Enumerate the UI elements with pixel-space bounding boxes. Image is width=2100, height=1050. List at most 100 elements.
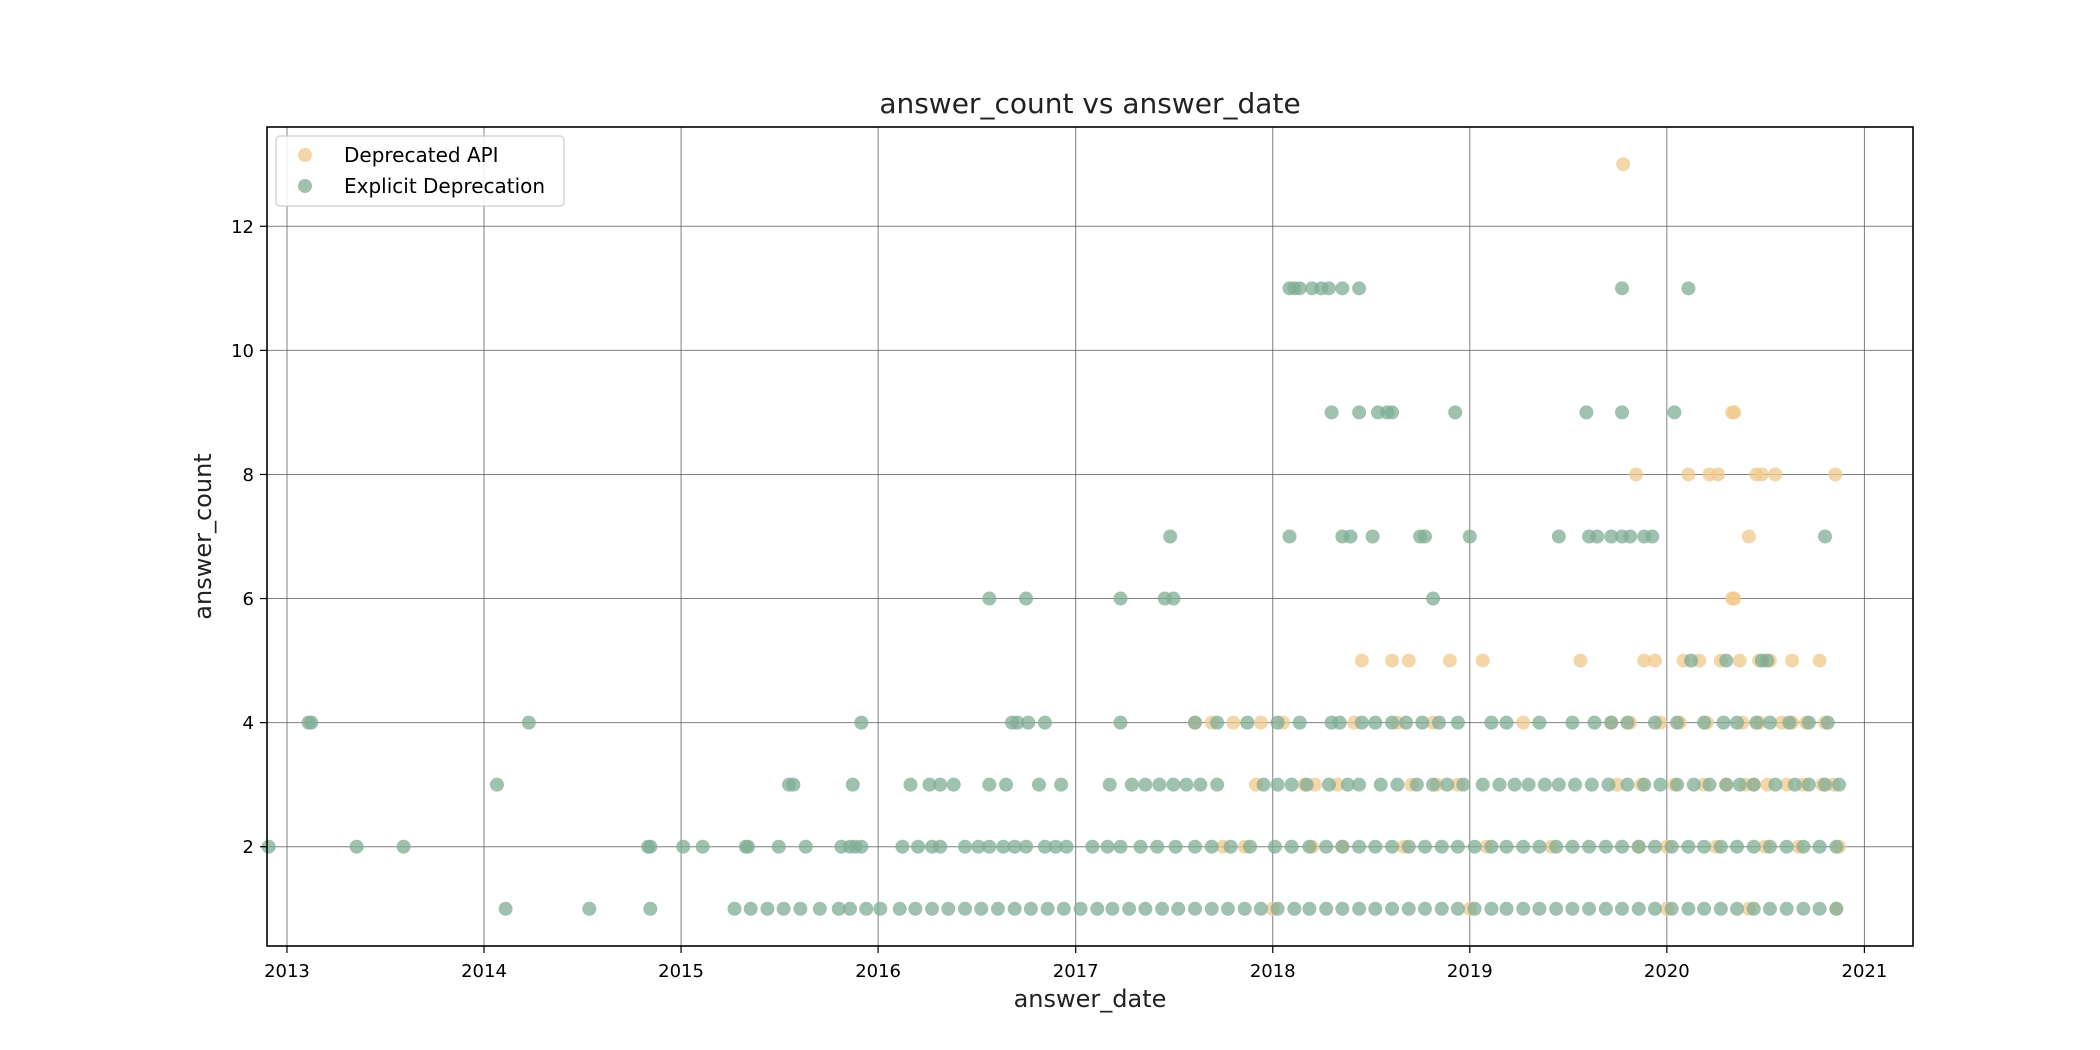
data-point bbox=[1568, 777, 1583, 792]
data-point bbox=[582, 901, 597, 916]
x-tick-label: 2019 bbox=[1447, 961, 1493, 982]
data-point bbox=[1037, 839, 1052, 854]
data-point bbox=[1573, 653, 1588, 668]
data-point bbox=[1352, 281, 1367, 296]
data-point bbox=[1155, 901, 1170, 916]
data-point bbox=[1475, 653, 1490, 668]
data-point bbox=[1223, 839, 1238, 854]
data-point bbox=[1604, 529, 1619, 544]
data-point bbox=[1587, 715, 1602, 730]
data-point bbox=[1321, 281, 1336, 296]
data-point bbox=[1267, 839, 1282, 854]
data-point bbox=[1484, 715, 1499, 730]
data-point bbox=[1647, 653, 1662, 668]
data-point bbox=[1670, 715, 1685, 730]
chart-title: answer_count vs answer_date bbox=[879, 87, 1300, 120]
data-point bbox=[1732, 653, 1747, 668]
data-point bbox=[1801, 777, 1816, 792]
data-point bbox=[1390, 777, 1405, 792]
data-point bbox=[1664, 839, 1679, 854]
data-point bbox=[1565, 901, 1580, 916]
data-point bbox=[786, 777, 801, 792]
grid-lines bbox=[267, 127, 1913, 946]
data-point bbox=[1220, 901, 1235, 916]
data-point bbox=[1645, 529, 1660, 544]
data-point bbox=[1681, 467, 1696, 482]
data-point bbox=[1373, 777, 1388, 792]
data-point bbox=[1768, 777, 1783, 792]
data-point bbox=[946, 777, 961, 792]
data-point bbox=[1335, 281, 1350, 296]
data-point bbox=[1779, 901, 1794, 916]
data-point bbox=[1516, 901, 1531, 916]
data-point bbox=[1582, 839, 1597, 854]
data-point bbox=[1105, 901, 1120, 916]
data-point bbox=[498, 901, 513, 916]
data-point bbox=[1113, 591, 1128, 606]
data-point bbox=[1631, 901, 1646, 916]
data-point bbox=[1732, 777, 1747, 792]
data-point bbox=[1168, 839, 1183, 854]
data-point bbox=[1631, 839, 1646, 854]
plot-frame bbox=[266, 126, 1914, 947]
data-point bbox=[1284, 777, 1299, 792]
data-point bbox=[1204, 839, 1219, 854]
data-point bbox=[1138, 777, 1153, 792]
data-point bbox=[1401, 839, 1416, 854]
data-point bbox=[771, 839, 786, 854]
data-point bbox=[643, 839, 658, 854]
legend-marker-deprecated-api bbox=[298, 148, 312, 162]
data-point bbox=[1319, 901, 1334, 916]
data-point bbox=[812, 901, 827, 916]
data-point bbox=[1256, 777, 1271, 792]
data-point bbox=[958, 839, 973, 854]
data-point bbox=[1768, 467, 1783, 482]
data-point bbox=[1746, 901, 1761, 916]
legend-label-deprecated-api: Deprecated API bbox=[344, 143, 499, 167]
data-point bbox=[1040, 901, 1055, 916]
legend-label-explicit-deprecation: Explicit Deprecation bbox=[344, 174, 545, 198]
data-point bbox=[1686, 777, 1701, 792]
data-point bbox=[1193, 777, 1208, 792]
data-point bbox=[1647, 715, 1662, 730]
data-point bbox=[1031, 777, 1046, 792]
legend: Deprecated API Explicit Deprecation bbox=[275, 135, 565, 207]
data-point bbox=[1090, 901, 1105, 916]
data-point bbox=[1719, 653, 1734, 668]
data-point bbox=[1409, 777, 1424, 792]
data-point bbox=[1368, 839, 1383, 854]
data-point bbox=[1122, 901, 1137, 916]
data-point bbox=[1812, 901, 1827, 916]
data-point bbox=[854, 715, 869, 730]
y-tick-label: 4 bbox=[243, 713, 254, 734]
data-point bbox=[1188, 839, 1203, 854]
data-point bbox=[1467, 901, 1482, 916]
data-point bbox=[1551, 777, 1566, 792]
data-point bbox=[996, 839, 1011, 854]
data-point bbox=[1746, 839, 1761, 854]
data-point bbox=[1385, 901, 1400, 916]
data-point bbox=[1615, 405, 1630, 420]
x-tick-label: 2015 bbox=[658, 961, 704, 982]
data-point bbox=[845, 777, 860, 792]
y-tick-label: 6 bbox=[243, 589, 254, 610]
data-point bbox=[1484, 901, 1499, 916]
data-point bbox=[1637, 777, 1652, 792]
data-point bbox=[1179, 777, 1194, 792]
data-point bbox=[1637, 653, 1652, 668]
data-point bbox=[1615, 281, 1630, 296]
data-point bbox=[1417, 839, 1432, 854]
data-point bbox=[1604, 715, 1619, 730]
data-point bbox=[1616, 157, 1631, 172]
data-point bbox=[1818, 777, 1833, 792]
data-point bbox=[1779, 839, 1794, 854]
data-point bbox=[1166, 591, 1181, 606]
data-point bbox=[1647, 839, 1662, 854]
data-point bbox=[1282, 529, 1297, 544]
data-point bbox=[1113, 715, 1128, 730]
data-point bbox=[1340, 777, 1355, 792]
data-point bbox=[1138, 901, 1153, 916]
data-point bbox=[1021, 715, 1036, 730]
data-point bbox=[1684, 653, 1699, 668]
